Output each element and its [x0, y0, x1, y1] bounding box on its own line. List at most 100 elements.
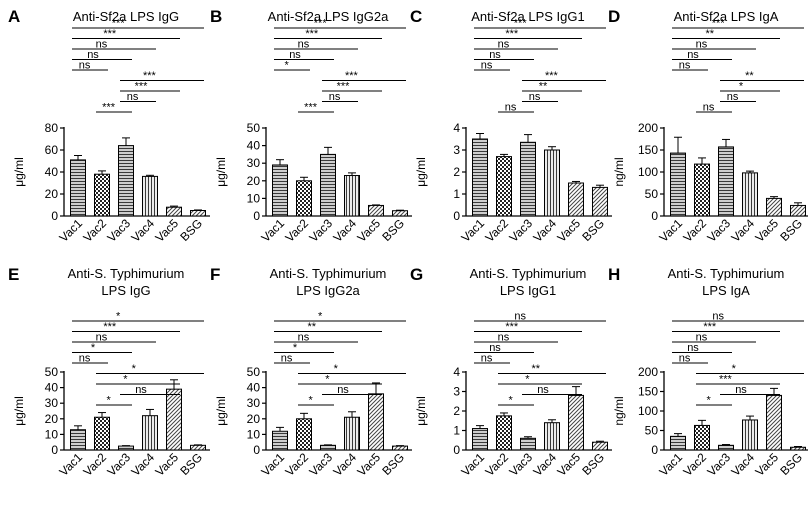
significance-label: ***: [143, 70, 157, 82]
y-tick-label: 0: [51, 209, 58, 223]
y-tick-label: 100: [638, 404, 658, 418]
y-tick-label: 0: [651, 209, 658, 223]
bar-vac3: [320, 444, 336, 451]
significance-label: ns: [96, 332, 108, 344]
chart-title-line: Anti-S. Typhimurium: [68, 266, 185, 281]
significance-label: ***: [514, 18, 528, 30]
significance-label: *: [508, 395, 513, 407]
category-label: Vac4: [729, 450, 758, 479]
significance-label: ns: [514, 311, 526, 323]
category-label: Vac2: [81, 216, 110, 245]
chart-title-line: Anti-S. Typhimurium: [668, 266, 785, 281]
category-label: Vac2: [283, 216, 312, 245]
bar-vac2: [496, 156, 512, 217]
significance-label: ns: [489, 49, 501, 61]
bar-bsg: [790, 446, 806, 451]
y-tick-label: 50: [645, 424, 659, 438]
bar-vac1: [70, 429, 86, 451]
significance-label: ***: [505, 28, 519, 40]
y-tick-label: 150: [638, 385, 658, 399]
y-tick-label: 40: [45, 381, 59, 395]
bar-vac2: [694, 424, 710, 451]
y-axis-label: μg/ml: [12, 396, 26, 426]
bar-vac5: [766, 197, 782, 217]
bar-vac1: [70, 159, 86, 217]
significance-label: ns: [735, 384, 747, 396]
bar-bsg: [392, 445, 408, 451]
category-label: BSG: [177, 216, 205, 244]
significance-label: ns: [498, 332, 510, 344]
significance-label: **: [706, 28, 715, 40]
y-axis-label: μg/ml: [414, 157, 428, 187]
category-label: BSG: [579, 216, 607, 244]
y-tick-label: 40: [45, 165, 59, 179]
significance-label: ***: [505, 321, 519, 333]
y-tick-label: 50: [247, 365, 261, 379]
significance-label: *: [706, 395, 711, 407]
category-label: BSG: [777, 450, 805, 478]
category-label: BSG: [177, 450, 205, 478]
bar-vac4: [344, 416, 360, 451]
bar-vac3: [520, 437, 536, 451]
significance-label: ***: [103, 28, 117, 40]
y-tick-label: 40: [247, 139, 261, 153]
bar-vac4: [544, 149, 560, 217]
chart-title-line: Anti-Sf2a LPS IgG: [73, 9, 179, 24]
category-label: Vac3: [705, 450, 734, 479]
chart-panel-g: G Anti-S. Typhimurium LPS IgG1 0 1 2 3 4 μg/ml Va…: [410, 265, 612, 479]
category-label: Vac5: [153, 216, 182, 245]
category-label: Vac1: [259, 450, 288, 479]
y-axis-label: μg/ml: [214, 157, 228, 187]
bar-vac5: [766, 394, 782, 451]
bar-bsg: [592, 186, 608, 217]
y-tick-label: 60: [45, 143, 59, 157]
y-axis-label: μg/ml: [214, 396, 228, 426]
category-label: Vac1: [459, 450, 488, 479]
panel-letter: H: [608, 265, 620, 284]
bar-bsg: [790, 204, 806, 217]
significance-label: ns: [281, 353, 293, 365]
significance-label: ns: [329, 91, 341, 103]
bar-vac5: [568, 182, 584, 217]
significance-label: *: [739, 81, 744, 93]
significance-label: ns: [696, 39, 708, 51]
bar-vac1: [670, 435, 686, 451]
significance-label: ns: [529, 91, 541, 103]
y-axis-label: μg/ml: [414, 396, 428, 426]
significance-label: ns: [96, 39, 108, 51]
significance-label: ns: [687, 342, 699, 354]
category-label: Vac3: [105, 450, 134, 479]
panel-letter: C: [410, 7, 422, 26]
y-tick-label: 30: [45, 396, 59, 410]
significance-label: ***: [112, 18, 126, 30]
chart-title-line: Anti-S. Typhimurium: [270, 266, 387, 281]
category-label: Vac1: [657, 216, 686, 245]
significance-label: ns: [298, 332, 310, 344]
significance-label: *: [334, 363, 339, 375]
category-label: Vac3: [507, 216, 536, 245]
significance-label: ns: [727, 91, 739, 103]
bar-vac1: [272, 430, 288, 451]
panel-letter: E: [8, 265, 19, 284]
significance-label: ns: [537, 384, 549, 396]
y-tick-label: 20: [45, 187, 59, 201]
category-label: Vac4: [531, 450, 560, 479]
significance-label: ***: [545, 70, 559, 82]
category-label: Vac5: [753, 450, 782, 479]
category-label: Vac4: [331, 216, 360, 245]
category-label: BSG: [777, 216, 805, 244]
significance-label: *: [284, 60, 289, 72]
chart-title-line: LPS IgG2a: [296, 283, 360, 298]
significance-label: ns: [703, 102, 715, 114]
significance-label: *: [325, 374, 330, 386]
bar-bsg: [190, 444, 206, 451]
significance-label: ns: [481, 60, 493, 72]
y-tick-label: 150: [638, 143, 658, 157]
chart-title-line: LPS IgG: [101, 283, 150, 298]
significance-label: ***: [314, 18, 328, 30]
significance-label: ***: [304, 102, 318, 114]
significance-label: **: [539, 81, 548, 93]
significance-label: ns: [679, 60, 691, 72]
bar-vac2: [296, 418, 312, 451]
